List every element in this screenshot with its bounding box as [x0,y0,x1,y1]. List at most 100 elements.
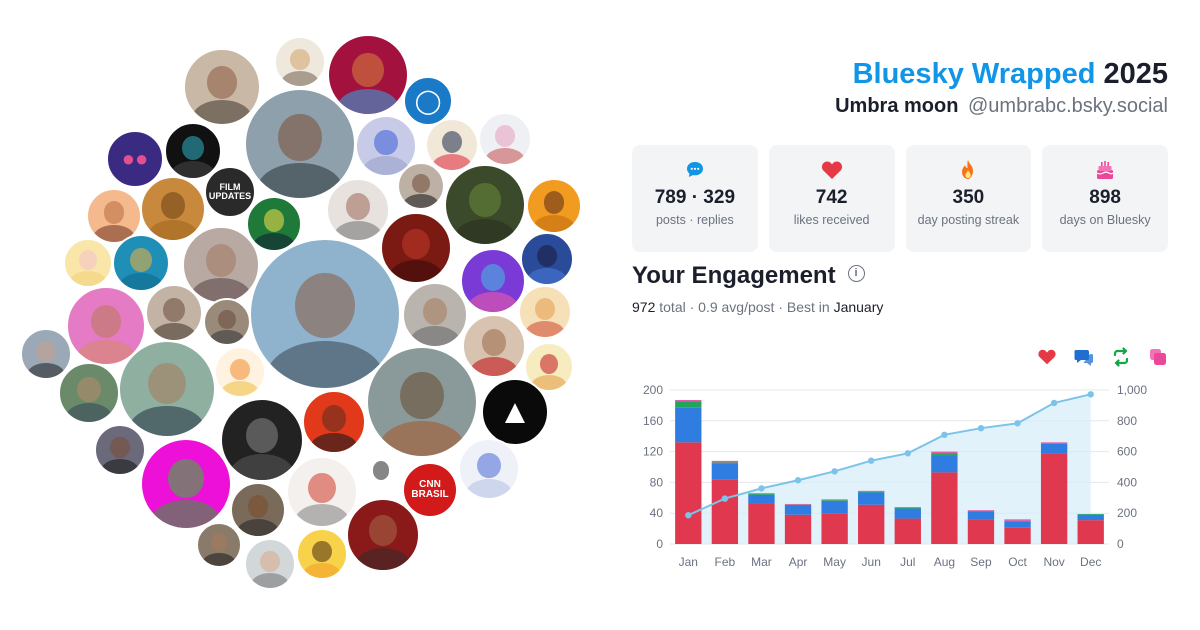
avatar[interactable] [140,438,232,530]
avatar[interactable] [366,346,478,458]
earth-icon: ◯ [414,87,442,115]
avatar[interactable] [296,528,348,580]
reply-icon[interactable] [1074,347,1094,367]
bar-segment-replies [858,492,885,505]
avatar[interactable] [380,212,452,284]
engagement-chart: 0 0 40 200 80 400 120 600 160 800 200 1,000 Jan Feb Ma… [643,383,1147,569]
avatar[interactable]: CNN BRASIL [402,462,458,518]
avatar[interactable] [518,285,572,339]
avatar[interactable]: ◯ [403,76,453,126]
y2-tick-label: 800 [1117,414,1137,428]
x-tick-label: Jan [679,555,698,569]
avatar[interactable] [140,176,206,242]
bar-segment-reposts [931,453,958,456]
cumulative-point [721,495,729,502]
y2-tick-label: 1,000 [1117,383,1147,397]
avatar[interactable] [302,390,366,454]
info-icon[interactable]: i [847,265,865,283]
bar-segment-likes [748,503,775,544]
bar-segment-reposts [821,500,848,501]
avatar[interactable] [196,522,242,568]
bar-segment-replies [967,511,995,520]
cumulative-point [1050,399,1058,407]
avatar[interactable] [182,226,260,304]
avatar[interactable] [118,340,216,438]
bar-segment-quotes [821,499,848,501]
avatar-cloud: ◯ ●● FILM UPDATES ▲ CNN BRASIL [20,34,582,590]
heart-icon[interactable] [1037,347,1057,367]
avatar[interactable] [458,438,520,500]
heart-icon [769,159,895,181]
y2-tick-label: 600 [1117,445,1137,459]
avatar[interactable] [355,115,417,177]
bar-segment-quotes [931,451,958,454]
bar-segment-quotes [748,493,775,494]
avatar[interactable] [274,36,326,88]
avatar[interactable] [244,538,296,590]
avatar[interactable]: ●● [106,130,164,188]
stat-label: day posting streak [917,213,1020,227]
avatar[interactable] [526,178,582,234]
bar-segment-replies [931,455,958,473]
stat-card-days: 898 days on Bluesky [1042,145,1168,252]
avatar[interactable] [214,346,266,398]
avatar[interactable] [326,178,390,242]
bar-segment-reposts [784,504,812,506]
bar-segment-reposts [1040,443,1068,444]
avatar[interactable] [220,398,304,482]
avatar[interactable] [244,88,356,200]
bar-segment-quotes [894,507,921,508]
avatar[interactable] [246,196,302,252]
bar-segment-replies [1077,514,1104,521]
avatar[interactable] [520,232,574,286]
avatar[interactable] [145,284,203,342]
avatar[interactable] [164,122,222,180]
x-tick-label: Jul [900,555,915,569]
avatar[interactable] [183,48,261,126]
avatar[interactable] [20,328,72,380]
avatar[interactable] [444,164,526,246]
avatar[interactable] [58,362,120,424]
x-tick-label: Nov [1043,555,1064,569]
y-tick-label: 80 [650,475,664,489]
cumulative-point [794,477,802,484]
avatar[interactable] [94,424,146,476]
avatar[interactable] [358,450,404,496]
avatar[interactable]: ▲ [481,378,549,446]
bar-segment-reposts [711,462,739,464]
cumulative-point [758,485,765,492]
repost-icon[interactable] [1111,347,1131,367]
avatar[interactable] [112,234,170,292]
user-handle[interactable]: @umbrabc.bsky.social [968,95,1168,117]
bar-segment-quotes [675,400,702,402]
bar-segment-replies [894,508,921,519]
film-updates-badge: FILM UPDATES [208,181,252,201]
avatar[interactable] [462,314,526,378]
bar-segment-replies [1040,443,1068,454]
avatar[interactable] [460,248,526,314]
stat-value: 898 [1089,187,1121,208]
avatar[interactable] [63,238,113,288]
avatar[interactable] [346,498,420,572]
bar-segment-quotes [1040,442,1068,444]
avatar[interactable]: FILM UPDATES [204,166,256,218]
avatar[interactable] [286,456,358,528]
bar-segment-quotes [967,510,995,511]
quote-icon[interactable] [1148,347,1168,367]
cumulative-point [831,468,838,475]
bar-segment-reposts [858,491,885,493]
avatar[interactable] [402,282,468,348]
avatar[interactable] [327,34,409,116]
avatar[interactable] [397,162,445,210]
flame-icon [906,159,1032,181]
avatar[interactable] [249,238,401,390]
y2-tick-label: 400 [1117,475,1137,489]
brand-title: Bluesky Wrapped [852,58,1096,90]
cumulative-point [1087,391,1094,398]
avatar[interactable] [425,118,479,172]
avatar[interactable] [230,482,286,538]
avatar[interactable] [478,112,532,166]
bar-segment-reposts [675,401,702,408]
avatar[interactable] [524,342,574,392]
avatar[interactable] [203,298,251,346]
